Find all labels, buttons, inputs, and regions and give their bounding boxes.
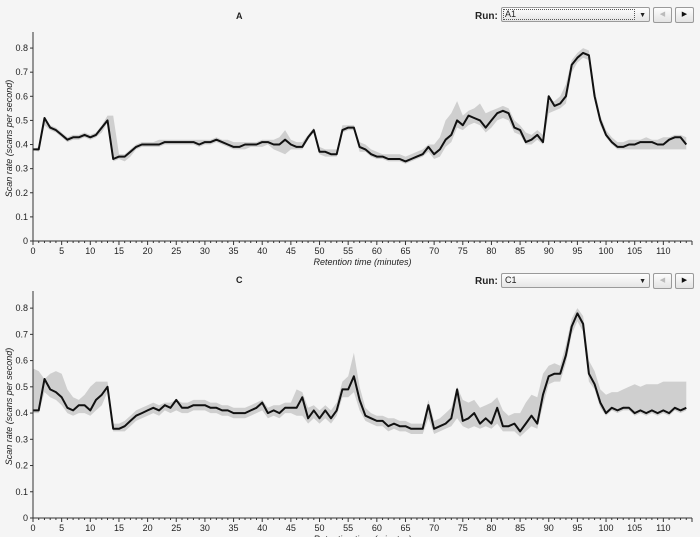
y-tick-label: 0.1: [15, 487, 28, 497]
x-tick-label: 95: [572, 523, 582, 533]
run-select-value: A1: [505, 9, 517, 19]
x-axis-label: Retention time (minutes): [313, 534, 411, 537]
x-tick-label: 100: [599, 523, 614, 533]
x-tick-label: 45: [286, 523, 296, 533]
y-tick-label: 0.4: [15, 408, 28, 418]
x-tick-label: 60: [372, 246, 382, 256]
x-tick-label: 80: [486, 523, 496, 533]
x-tick-label: 85: [515, 246, 525, 256]
previous-run-button[interactable]: ◀: [653, 273, 672, 289]
x-tick-label: 20: [143, 523, 153, 533]
y-tick-label: 0.6: [15, 356, 28, 366]
run-label: Run:: [475, 11, 498, 22]
y-tick-label: 0.6: [15, 91, 28, 101]
y-tick-label: 0.7: [15, 329, 28, 339]
x-tick-label: 40: [257, 523, 267, 533]
chart-panel-a: A Run: A1 ▼ ◀ ▶ 0 0.1 0.2 0.3 0.4 0.5 0.6 0.7 0.…: [4, 7, 694, 267]
x-tick-label: 45: [286, 246, 296, 256]
x-tick-label: 95: [572, 246, 582, 256]
x-tick-label: 10: [85, 523, 95, 533]
run-select[interactable]: A1 ▼: [501, 7, 650, 22]
x-tick-label: 90: [544, 246, 554, 256]
x-tick-label: 30: [200, 246, 210, 256]
y-tick-label: 0.5: [15, 382, 28, 392]
next-run-button[interactable]: ▶: [675, 273, 694, 289]
dropdown-arrow-icon: ▼: [639, 278, 646, 285]
x-tick-label: 65: [400, 523, 410, 533]
series-line: [33, 312, 687, 433]
x-tick-label: 110: [656, 246, 670, 256]
x-tick-label: 25: [171, 246, 181, 256]
y-tick-label: 0.2: [15, 461, 28, 471]
x-tick-label: 65: [400, 246, 410, 256]
focus-outline: [503, 9, 635, 20]
x-tick-label: 40: [257, 246, 267, 256]
x-tick-label: 105: [627, 246, 642, 256]
x-tick-label: 55: [343, 246, 353, 256]
y-tick-label: 0.3: [15, 434, 28, 444]
chart-panel-c: C Run: C1 ▼ ◀ ▶ 0 0.1 0.2 0.3 0.4 0.5 0.6 0.7 0.…: [0, 268, 700, 537]
x-tick-label: 90: [544, 523, 554, 533]
y-tick-label: 0.4: [15, 140, 28, 150]
x-tick-label: 75: [458, 523, 468, 533]
arrow-right-icon: ▶: [681, 11, 688, 18]
x-tick-label: 20: [143, 246, 153, 256]
y-tick-label: 0.5: [15, 115, 28, 125]
x-tick-label: 50: [315, 246, 325, 256]
x-tick-label: 35: [229, 523, 239, 533]
dropdown-arrow-icon: ▼: [639, 12, 646, 19]
arrow-right-icon: ▶: [681, 277, 688, 284]
x-tick-label: 0: [30, 523, 35, 533]
run-select-value: C1: [505, 275, 517, 285]
next-run-button[interactable]: ▶: [675, 7, 694, 23]
y-tick-label: 0.3: [15, 164, 28, 174]
y-tick-label: 0.1: [15, 212, 28, 222]
x-tick-label: 70: [429, 246, 439, 256]
y-tick-label: 0: [23, 236, 28, 246]
y-axis-label: Scan rate (scans per second): [4, 348, 14, 466]
run-select[interactable]: C1 ▼: [501, 273, 650, 288]
x-tick-label: 75: [458, 246, 468, 256]
previous-run-button[interactable]: ◀: [653, 7, 672, 23]
x-tick-label: 50: [315, 523, 325, 533]
x-tick-label: 15: [114, 523, 124, 533]
chart-title: C: [236, 275, 243, 285]
chart-svg: 0 0.1 0.2 0.3 0.4 0.5 0.6 0.7 0.8 0 5 10 15 20 25 30 35 4…: [4, 32, 693, 267]
x-tick-label: 10: [85, 246, 95, 256]
x-tick-label: 35: [229, 246, 239, 256]
run-label: Run:: [475, 276, 498, 287]
x-tick-label: 85: [515, 523, 525, 533]
x-tick-label: 25: [171, 523, 181, 533]
x-tick-label: 55: [343, 523, 353, 533]
x-axis-label: Retention time (minutes): [313, 257, 411, 267]
x-tick-label: 0: [30, 246, 35, 256]
y-axis-label: Scan rate (scans per second): [4, 80, 14, 198]
x-tick-label: 105: [627, 523, 642, 533]
x-tick-label: 5: [59, 523, 64, 533]
arrow-left-icon: ◀: [659, 277, 666, 284]
chart-title: A: [236, 11, 243, 21]
x-tick-label: 30: [200, 523, 210, 533]
chart-svg: 0 0.1 0.2 0.3 0.4 0.5 0.6 0.7 0.8 0 5 10 15 20 25 30 35 4…: [4, 291, 693, 537]
x-tick-label: 100: [599, 246, 614, 256]
x-tick-label: 15: [114, 246, 124, 256]
x-tick-label: 70: [429, 523, 439, 533]
x-tick-label: 110: [656, 523, 670, 533]
x-tick-label: 80: [486, 246, 496, 256]
y-tick-label: 0.8: [15, 303, 28, 313]
y-tick-label: 0.8: [15, 43, 28, 53]
arrow-left-icon: ◀: [659, 11, 666, 18]
y-tick-label: 0.7: [15, 67, 28, 77]
x-tick-label: 60: [372, 523, 382, 533]
series-line: [33, 51, 688, 163]
y-tick-label: 0: [23, 513, 28, 523]
x-tick-label: 5: [59, 246, 64, 256]
y-tick-label: 0.2: [15, 188, 28, 198]
